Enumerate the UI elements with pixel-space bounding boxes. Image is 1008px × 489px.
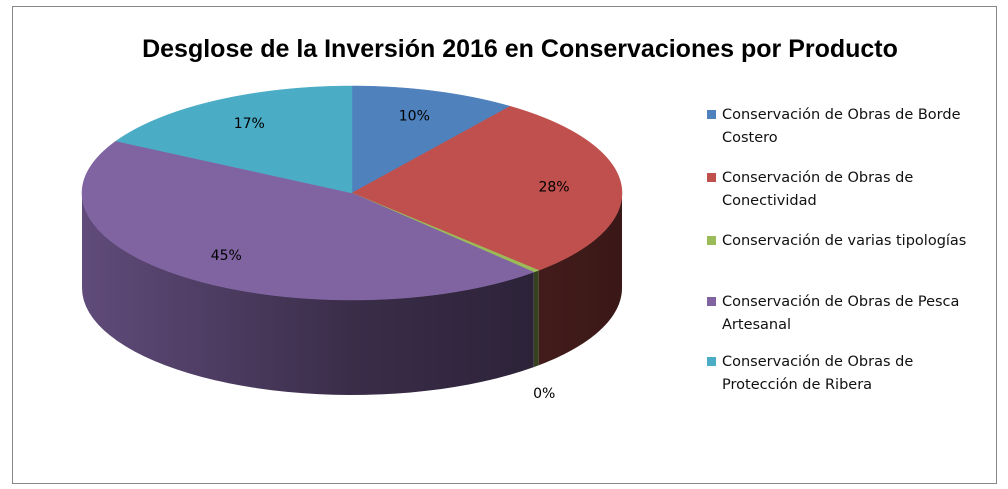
slice-side [82,193,534,395]
slice [351,85,511,194]
legend-swatch [707,173,716,182]
slice [81,140,535,301]
legend-label: Conservación de Obras de Conectividad [722,170,914,209]
legend-entry: Conservación de varias tipologías [707,230,982,253]
chart-frame [12,6,997,484]
data-label: 45% [211,248,242,264]
data-label: 0% [533,386,555,402]
data-label: 28% [538,179,569,195]
legend-swatch [707,357,716,366]
data-label: 10% [399,109,430,125]
legend-entry: Conservación de Obras de Conectividad [707,167,982,213]
data-label: 17% [234,116,265,132]
legend-swatch [707,110,716,119]
legend-swatch [707,236,716,245]
legend-entry: Conservación de Obras de Protección de R… [707,351,982,397]
legend-swatch [707,297,716,306]
chart-title: Desglose de la Inversión 2016 en Conserv… [142,35,898,63]
legend-label: Conservación de varias tipologías [722,233,967,249]
slice [351,106,623,271]
legend-label: Conservación de Obras de Pesca Artesanal [722,294,960,333]
slice-side [538,193,622,366]
legend-entry: Conservación de Obras de Pesca Artesanal [707,291,982,337]
slice [115,85,353,194]
slice-side [533,270,539,368]
legend-label: Conservación de Obras de Protección de R… [722,354,914,393]
legend-label: Conservación de Obras de Borde Costero [722,107,961,146]
legend-entry: Conservación de Obras de Borde Costero [707,104,982,150]
